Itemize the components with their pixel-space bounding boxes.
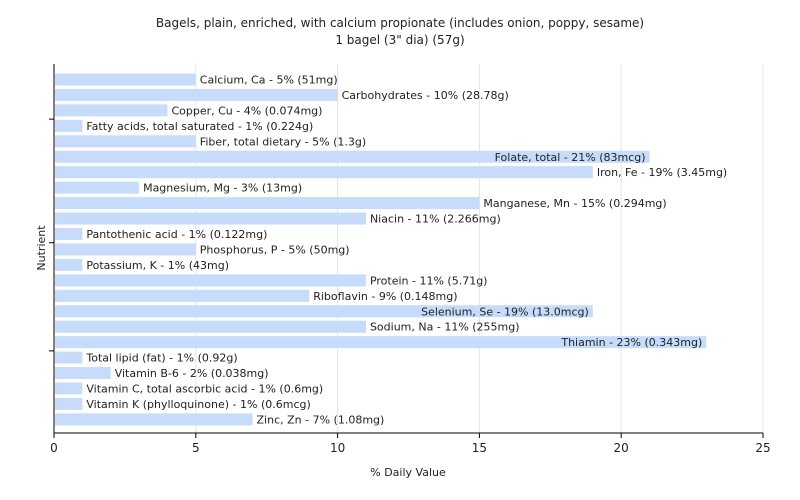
bars: Calcium, Ca - 5% (51mg) Carbohydrates - 1… — [55, 73, 727, 426]
bar-label: Selenium, Se - 19% (13.0mcg) — [421, 305, 589, 318]
bar-label: Magnesium, Mg - 3% (13mg) — [143, 182, 302, 195]
bar — [55, 367, 111, 380]
bar — [55, 135, 196, 148]
bar — [55, 397, 83, 410]
bar-label: Fatty acids, total saturated - 1% (0.224… — [86, 120, 313, 133]
x-tick-label: 15 — [472, 441, 487, 455]
bar-label: Total lipid (fat) - 1% (0.92g) — [85, 352, 237, 365]
bar-label: Manganese, Mn - 15% (0.294mg) — [483, 197, 666, 210]
bar — [55, 181, 140, 194]
bar — [55, 212, 366, 225]
bar — [55, 228, 83, 240]
bar-label: Zinc, Zn - 7% (1.08mg) — [257, 413, 385, 426]
x-tick-label: 0 — [50, 441, 58, 455]
bar-label: Carbohydrates - 10% (28.78g) — [342, 89, 509, 102]
x-tick-label: 25 — [755, 441, 770, 455]
bar-label: Calcium, Ca - 5% (51mg) — [200, 74, 338, 87]
bar-label: Phosphorus, P - 5% (50mg) — [200, 243, 350, 256]
bar-label: Copper, Cu - 4% (0.074mg) — [171, 104, 322, 117]
bar — [55, 320, 366, 333]
bar — [55, 413, 253, 426]
grid — [195, 64, 764, 433]
bar-label: Vitamin C, total ascorbic acid - 1% (0.6… — [86, 383, 323, 396]
bar-label: Pantothenic acid - 1% (0.122mg) — [86, 228, 267, 241]
bar — [55, 305, 593, 318]
bar — [55, 150, 650, 163]
bar — [55, 289, 310, 302]
chart-title: Bagels, plain, enriched, with calcium pr… — [156, 16, 644, 30]
bar — [55, 336, 707, 349]
bar — [55, 119, 83, 132]
bar-label: Iron, Fe - 19% (3.45mg) — [597, 166, 727, 179]
bar — [55, 274, 366, 287]
bar-label: Folate, total - 21% (83mcg) — [495, 151, 646, 164]
bar-label: Protein - 11% (5.71g) — [370, 274, 488, 287]
bar — [55, 88, 338, 101]
bar-label: Thiamin - 23% (0.343mg) — [560, 336, 702, 349]
x-tick-label: 5 — [192, 441, 200, 455]
bar — [55, 104, 168, 117]
bar-label: Niacin - 11% (2.266mg) — [370, 213, 501, 226]
bar — [55, 197, 480, 210]
bar-label: Vitamin K (phylloquinone) - 1% (0.6mcg) — [86, 398, 310, 411]
bar — [55, 382, 83, 395]
bar-label: Riboflavin - 9% (0.148mg) — [313, 290, 457, 303]
x-tick-label: 10 — [330, 441, 345, 455]
bar — [55, 351, 83, 364]
y-axis-label: Nutrient — [35, 225, 48, 271]
x-tick-label: 20 — [614, 441, 629, 455]
bar-label: Potassium, K - 1% (43mg) — [86, 259, 229, 272]
x-axis-label: % Daily Value — [370, 466, 446, 479]
axes: 0 5 10 15 20 25 — [49, 64, 771, 455]
chart-subtitle: 1 bagel (3" dia) (57g) — [335, 33, 464, 47]
bar-label: Sodium, Na - 11% (255mg) — [370, 321, 520, 334]
bar — [55, 73, 196, 86]
bar — [55, 258, 83, 271]
bar-label: Fiber, total dietary - 5% (1.3g) — [200, 135, 366, 148]
bar-label: Vitamin B-6 - 2% (0.038mg) — [115, 367, 269, 380]
bar — [55, 243, 196, 256]
bar — [55, 166, 593, 179]
